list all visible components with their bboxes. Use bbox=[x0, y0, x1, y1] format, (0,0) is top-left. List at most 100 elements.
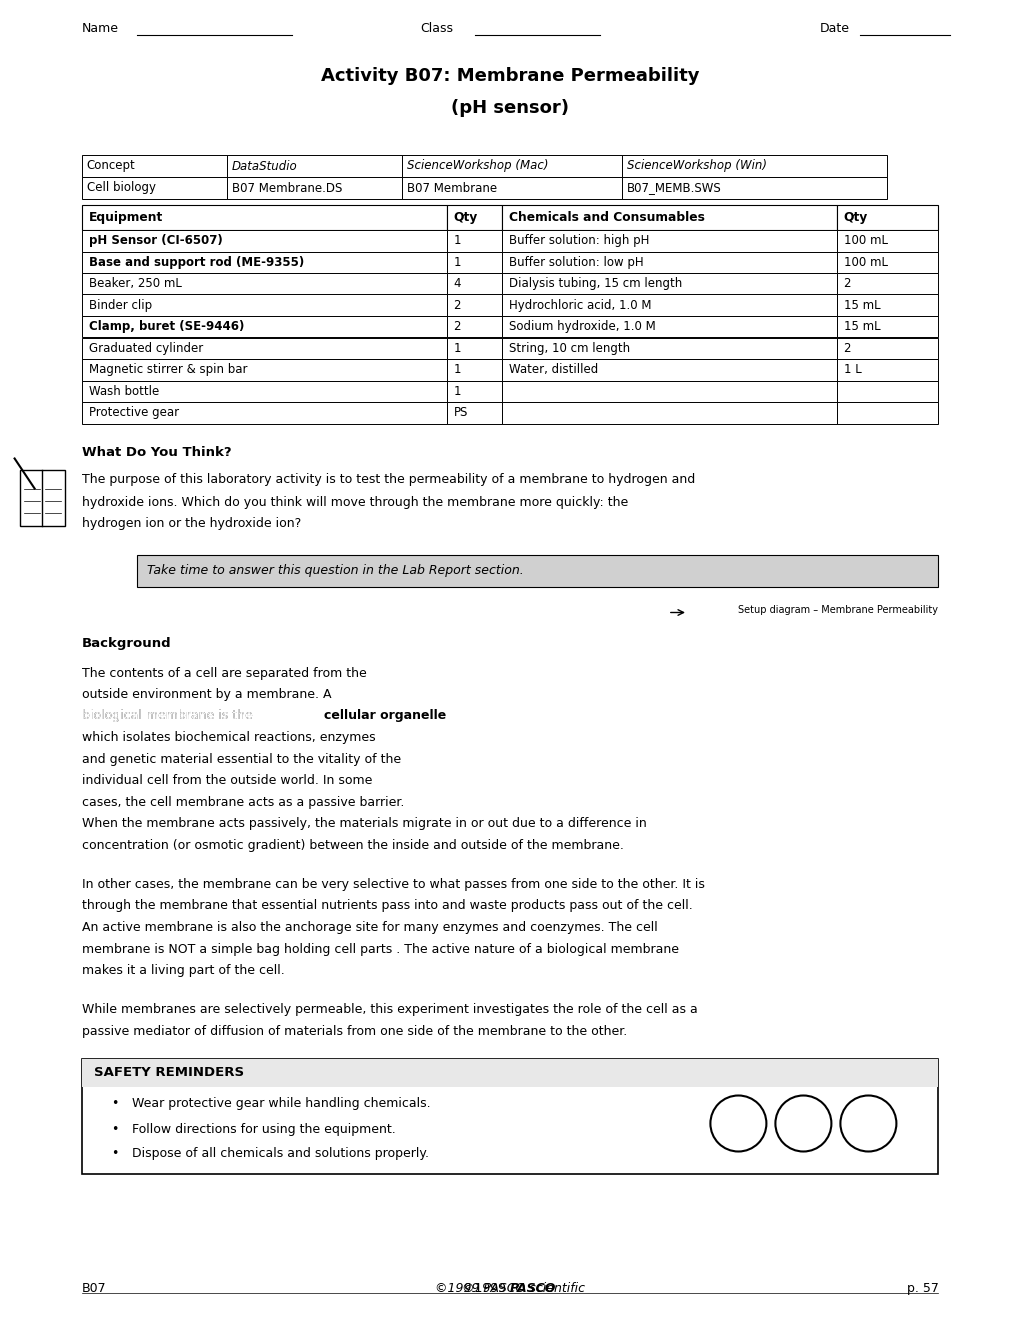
Text: Hydrochloric acid, 1.0 M: Hydrochloric acid, 1.0 M bbox=[508, 298, 650, 312]
Text: Dispose of all chemicals and solutions properly.: Dispose of all chemicals and solutions p… bbox=[131, 1147, 428, 1160]
Bar bbox=[446, 205, 501, 230]
Text: Magnetic stirrer & spin bar: Magnetic stirrer & spin bar bbox=[89, 363, 247, 376]
Text: PASCO: PASCO bbox=[510, 1282, 555, 1295]
Text: •: • bbox=[111, 1147, 119, 1160]
Text: 1: 1 bbox=[453, 384, 461, 397]
Bar bbox=[501, 205, 836, 230]
Bar bbox=[446, 359, 501, 380]
Text: cases, the cell membrane acts as a passive barrier.: cases, the cell membrane acts as a passi… bbox=[82, 796, 404, 808]
Text: 1: 1 bbox=[453, 256, 461, 269]
Text: membrane is NOT a simple bag holding cell parts . The active nature of a biologi: membrane is NOT a simple bag holding cel… bbox=[82, 942, 678, 956]
Bar bbox=[19, 470, 64, 525]
Bar bbox=[501, 252, 836, 273]
Bar bbox=[621, 154, 886, 177]
Bar bbox=[836, 403, 937, 424]
Text: When the membrane acts passively, the materials migrate in or out due to a diffe: When the membrane acts passively, the ma… bbox=[82, 817, 646, 830]
Bar bbox=[501, 315, 836, 338]
Text: Setup diagram – Membrane Permeability: Setup diagram – Membrane Permeability bbox=[738, 605, 937, 615]
Text: 2: 2 bbox=[843, 342, 850, 355]
Text: p. 57: p. 57 bbox=[906, 1282, 937, 1295]
Bar bbox=[446, 230, 501, 252]
Text: Graduated cylinder: Graduated cylinder bbox=[89, 342, 203, 355]
Text: •: • bbox=[111, 1122, 119, 1135]
Text: Base and support rod (ME-9355): Base and support rod (ME-9355) bbox=[89, 256, 304, 269]
Text: Qty: Qty bbox=[843, 211, 867, 224]
Text: Date: Date bbox=[819, 22, 849, 36]
Text: Wash bottle: Wash bottle bbox=[89, 384, 159, 397]
Text: ScienceWorkshop (Win): ScienceWorkshop (Win) bbox=[626, 160, 766, 173]
Bar bbox=[501, 273, 836, 294]
Text: ©1999: ©1999 bbox=[462, 1282, 510, 1295]
Text: Qty: Qty bbox=[453, 211, 477, 224]
Bar bbox=[446, 252, 501, 273]
Text: Follow directions for using the equipment.: Follow directions for using the equipmen… bbox=[131, 1122, 395, 1135]
Text: What Do You Think?: What Do You Think? bbox=[82, 446, 231, 458]
Bar bbox=[226, 154, 401, 177]
Bar bbox=[82, 252, 446, 273]
Text: B07 Membrane.DS: B07 Membrane.DS bbox=[231, 181, 341, 194]
Bar bbox=[446, 380, 501, 403]
Bar bbox=[836, 230, 937, 252]
Text: hydroxide ions. Which do you think will move through the membrane more quickly: : hydroxide ions. Which do you think will … bbox=[82, 495, 628, 508]
Text: individual cell from the outside world. In some: individual cell from the outside world. … bbox=[82, 774, 372, 787]
Bar bbox=[82, 273, 446, 294]
Bar bbox=[836, 359, 937, 380]
Text: Buffer solution: high pH: Buffer solution: high pH bbox=[508, 234, 648, 247]
Text: biological membrane is the: biological membrane is the bbox=[82, 710, 256, 722]
Bar bbox=[501, 380, 836, 403]
Bar bbox=[446, 315, 501, 338]
Text: 1 L: 1 L bbox=[843, 363, 860, 376]
Bar bbox=[836, 315, 937, 338]
Text: 2: 2 bbox=[843, 277, 850, 290]
Text: B07: B07 bbox=[82, 1282, 106, 1295]
Bar bbox=[82, 230, 446, 252]
Bar bbox=[401, 177, 621, 199]
Text: biological membrane is the: biological membrane is the bbox=[82, 710, 256, 722]
Text: Clamp, buret (SE-9446): Clamp, buret (SE-9446) bbox=[89, 321, 244, 333]
Text: Equipment: Equipment bbox=[89, 211, 163, 224]
Bar bbox=[446, 403, 501, 424]
Text: pH Sensor (CI-6507): pH Sensor (CI-6507) bbox=[89, 234, 222, 247]
Bar bbox=[501, 338, 836, 359]
Bar bbox=[836, 252, 937, 273]
Bar bbox=[446, 273, 501, 294]
Bar bbox=[82, 403, 446, 424]
Bar bbox=[82, 1059, 937, 1086]
Text: 1: 1 bbox=[453, 342, 461, 355]
Text: PS: PS bbox=[453, 407, 468, 420]
Text: Binder clip: Binder clip bbox=[89, 298, 152, 312]
Bar bbox=[401, 154, 621, 177]
Text: cellular organelle: cellular organelle bbox=[323, 710, 445, 722]
Text: Cell biology: Cell biology bbox=[87, 181, 156, 194]
Text: Class: Class bbox=[420, 22, 452, 36]
Text: 15 mL: 15 mL bbox=[843, 298, 879, 312]
Bar bbox=[226, 177, 401, 199]
Text: Beaker, 250 mL: Beaker, 250 mL bbox=[89, 277, 181, 290]
Text: 15 mL: 15 mL bbox=[843, 321, 879, 333]
Bar bbox=[836, 273, 937, 294]
Text: Buffer solution: low pH: Buffer solution: low pH bbox=[508, 256, 643, 269]
Bar bbox=[836, 294, 937, 315]
Bar bbox=[82, 1059, 937, 1173]
Bar bbox=[82, 338, 446, 359]
Text: •: • bbox=[111, 1097, 119, 1110]
Bar bbox=[836, 338, 937, 359]
Bar bbox=[501, 230, 836, 252]
Text: Wear protective gear while handling chemicals.: Wear protective gear while handling chem… bbox=[131, 1097, 430, 1110]
Text: B07_MEMB.SWS: B07_MEMB.SWS bbox=[626, 181, 720, 194]
Text: which isolates biochemical reactions, enzymes: which isolates biochemical reactions, en… bbox=[82, 731, 375, 744]
Text: passive mediator of diffusion of materials from one side of the membrane to the : passive mediator of diffusion of materia… bbox=[82, 1026, 627, 1038]
Text: and genetic material essential to the vitality of the: and genetic material essential to the vi… bbox=[82, 752, 400, 766]
Text: ©1999 PASCO scientific: ©1999 PASCO scientific bbox=[434, 1282, 585, 1295]
Text: The purpose of this laboratory activity is to test the permeability of a membran: The purpose of this laboratory activity … bbox=[82, 474, 694, 487]
Text: 100 mL: 100 mL bbox=[843, 234, 887, 247]
Bar bbox=[501, 403, 836, 424]
Text: Water, distilled: Water, distilled bbox=[508, 363, 597, 376]
Text: outside environment by a membrane. A: outside environment by a membrane. A bbox=[82, 688, 331, 701]
Bar bbox=[836, 380, 937, 403]
Text: 100 mL: 100 mL bbox=[843, 256, 887, 269]
Text: Take time to answer this question in the Lab Report section.: Take time to answer this question in the… bbox=[147, 564, 523, 577]
Text: B07 Membrane: B07 Membrane bbox=[407, 181, 496, 194]
Bar bbox=[501, 294, 836, 315]
Bar bbox=[82, 205, 446, 230]
